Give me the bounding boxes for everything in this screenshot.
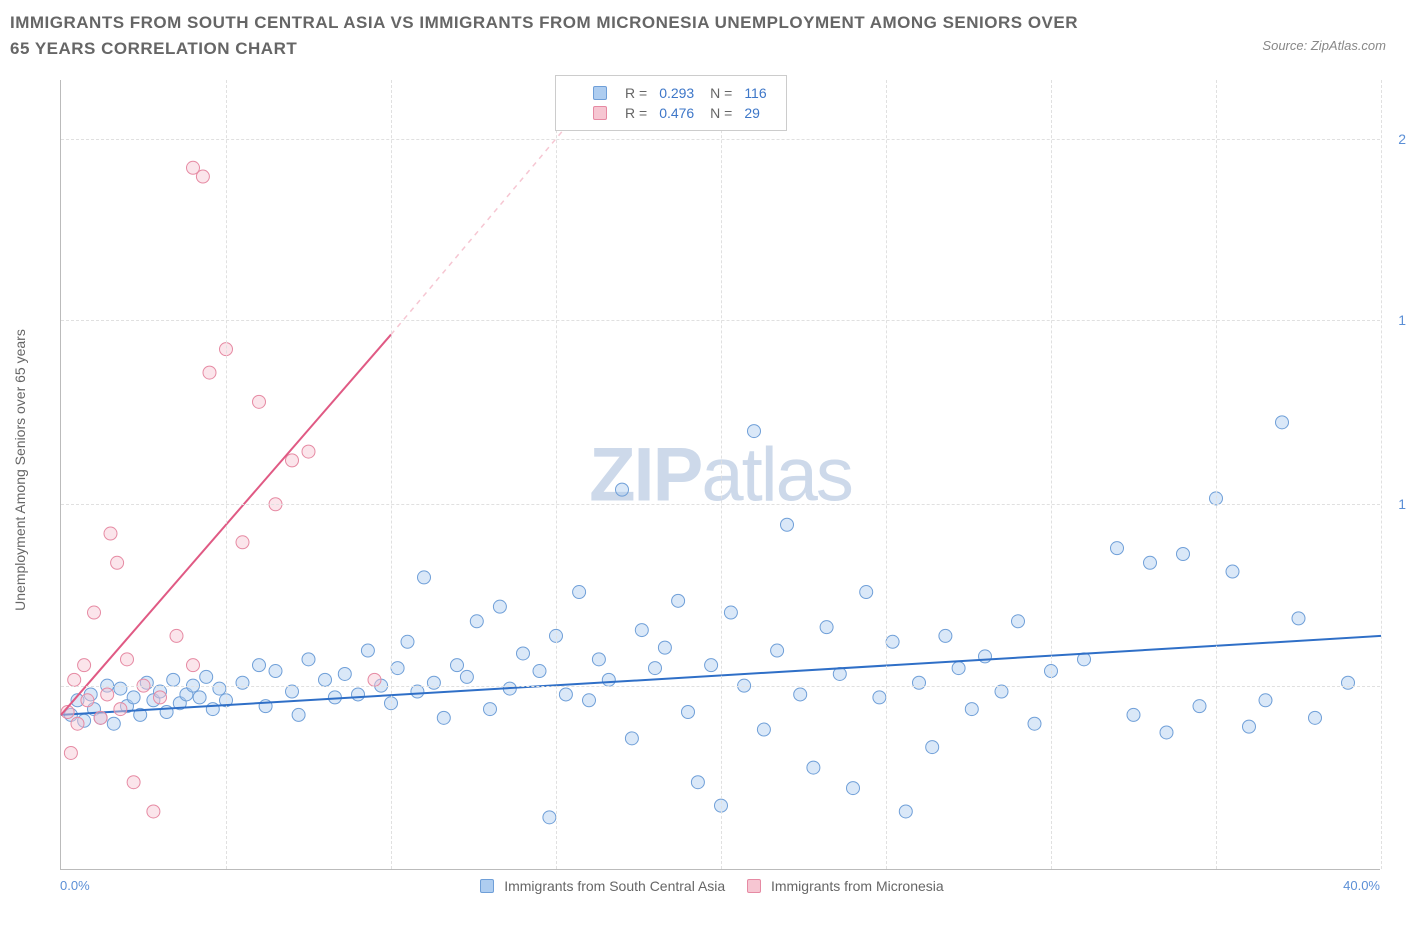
plot-area: ZIPatlas 6.3%12.5%18.8%25.0% xyxy=(60,80,1380,870)
swatch-series-2 xyxy=(593,106,607,120)
n-label-1: N = xyxy=(701,84,737,102)
r-value-2: 0.476 xyxy=(654,104,699,122)
stats-row-series-2: R = 0.476 N = 29 xyxy=(570,104,772,122)
n-value-1: 116 xyxy=(739,84,771,102)
n-value-2: 29 xyxy=(739,104,771,122)
y-tick: 18.8% xyxy=(1388,312,1406,328)
swatch-series-1 xyxy=(593,86,607,100)
source-label: Source: xyxy=(1262,38,1307,53)
r-label-2: R = xyxy=(620,104,652,122)
legend-label-1: Immigrants from South Central Asia xyxy=(504,878,725,894)
n-label-2: N = xyxy=(701,104,737,122)
y-axis-label: Unemployment Among Seniors over 65 years xyxy=(12,329,28,611)
y-tick: 6.3% xyxy=(1388,678,1406,694)
source-credit: Source: ZipAtlas.com xyxy=(1262,38,1386,53)
series-legend: Immigrants from South Central Asia Immig… xyxy=(0,878,1406,894)
r-value-1: 0.293 xyxy=(654,84,699,102)
stats-table: R = 0.293 N = 116 R = 0.476 N = 29 xyxy=(568,82,774,124)
stats-row-series-1: R = 0.293 N = 116 xyxy=(570,84,772,102)
chart-container: IMMIGRANTS FROM SOUTH CENTRAL ASIA VS IM… xyxy=(0,0,1406,930)
y-tick: 12.5% xyxy=(1388,496,1406,512)
legend-swatch-2 xyxy=(747,879,761,893)
chart-title: IMMIGRANTS FROM SOUTH CENTRAL ASIA VS IM… xyxy=(10,10,1090,61)
r-label-1: R = xyxy=(620,84,652,102)
legend-swatch-1 xyxy=(480,879,494,893)
stats-legend-box: R = 0.293 N = 116 R = 0.476 N = 29 xyxy=(555,75,787,131)
y-tick: 25.0% xyxy=(1388,131,1406,147)
source-name: ZipAtlas.com xyxy=(1311,38,1386,53)
legend-label-2: Immigrants from Micronesia xyxy=(771,878,944,894)
